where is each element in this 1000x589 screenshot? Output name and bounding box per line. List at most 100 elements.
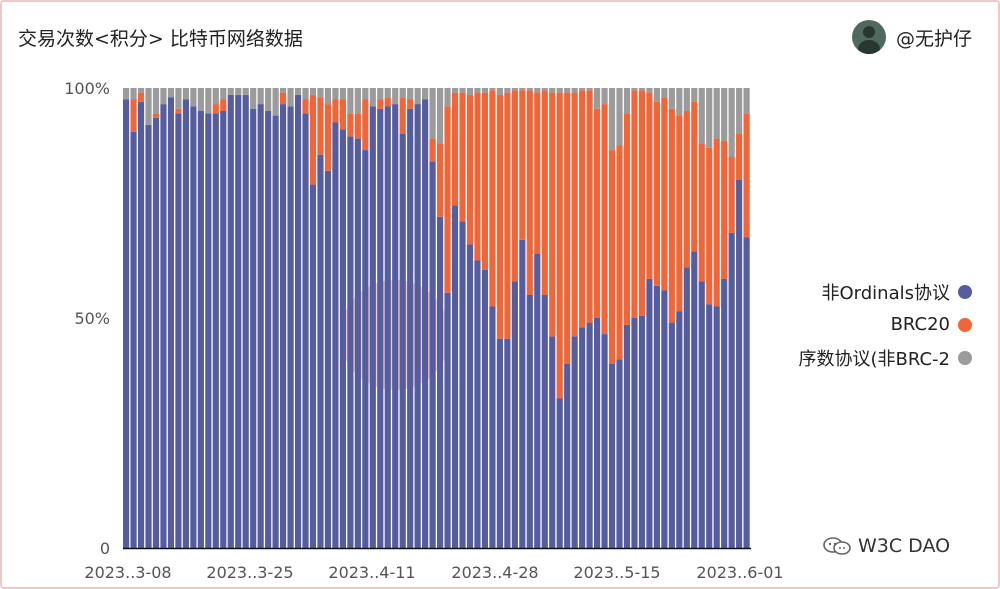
bar-segment-s2-62[interactable]	[586, 88, 593, 91]
bar-segment-s2-37[interactable]	[399, 88, 406, 98]
bar-segment-s1-75[interactable]	[683, 111, 690, 268]
bar-segment-s1-41[interactable]	[429, 138, 436, 162]
bar-segment-s0-28[interactable]	[332, 122, 339, 549]
bar-segment-s0-36[interactable]	[392, 104, 399, 548]
bar-segment-s1-28[interactable]	[332, 99, 339, 123]
bar-segment-s0-43[interactable]	[444, 292, 451, 548]
bar-segment-s0-9[interactable]	[190, 106, 197, 549]
bar-segment-s0-10[interactable]	[197, 111, 204, 548]
bar-segment-s0-17[interactable]	[250, 108, 257, 548]
bar-segment-s2-64[interactable]	[601, 88, 608, 105]
bar-segment-s2-2[interactable]	[137, 88, 145, 93]
bar-segment-s1-13[interactable]	[220, 99, 227, 112]
author-tag[interactable]: @无护仔	[851, 20, 972, 54]
bar-segment-s0-62[interactable]	[586, 322, 593, 548]
bar-segment-s2-16[interactable]	[242, 88, 249, 95]
bar-segment-s1-59[interactable]	[564, 92, 571, 364]
bar-segment-s2-8[interactable]	[182, 88, 189, 100]
bar-segment-s1-12[interactable]	[212, 104, 219, 114]
legend-item-brc20[interactable]: BRC20	[762, 308, 972, 341]
bar-segment-s2-7[interactable]	[175, 88, 182, 109]
bar-segment-s0-51[interactable]	[504, 338, 511, 548]
bar-segment-s0-14[interactable]	[227, 94, 234, 549]
bar-segment-s2-30[interactable]	[347, 88, 354, 114]
bar-segment-s0-49[interactable]	[489, 306, 496, 549]
bar-segment-s0-5[interactable]	[160, 104, 167, 548]
bar-segment-s0-40[interactable]	[422, 99, 429, 549]
bar-segment-s0-77[interactable]	[698, 281, 705, 548]
bar-segment-s2-14[interactable]	[227, 88, 234, 95]
bar-segment-s1-27[interactable]	[324, 104, 332, 171]
bar-segment-s0-60[interactable]	[571, 336, 578, 548]
bar-segment-s1-69[interactable]	[638, 90, 646, 316]
bar-segment-s0-67[interactable]	[623, 324, 631, 548]
bar-segment-s2-71[interactable]	[653, 88, 660, 102]
bar-segment-s0-30[interactable]	[347, 136, 354, 549]
bar-segment-s0-1[interactable]	[130, 131, 137, 548]
bar-segment-s1-71[interactable]	[653, 101, 660, 286]
bar-segment-s0-3[interactable]	[145, 124, 152, 549]
bar-segment-s2-23[interactable]	[294, 88, 302, 95]
bar-segment-s0-23[interactable]	[294, 94, 302, 549]
bar-segment-s2-56[interactable]	[541, 88, 548, 91]
bar-segment-s1-52[interactable]	[511, 90, 518, 282]
bar-segment-s2-18[interactable]	[257, 88, 264, 105]
bar-segment-s2-48[interactable]	[481, 88, 489, 93]
bar-segment-s1-67[interactable]	[623, 113, 631, 325]
bar-segment-s0-78[interactable]	[706, 304, 713, 548]
bar-segment-s1-37[interactable]	[399, 97, 406, 134]
bar-segment-s2-50[interactable]	[496, 88, 503, 95]
bar-segment-s0-16[interactable]	[242, 94, 249, 549]
bar-segment-s2-58[interactable]	[556, 88, 563, 93]
bar-segment-s2-32[interactable]	[362, 88, 369, 100]
bar-segment-s1-82[interactable]	[736, 134, 743, 180]
bar-segment-s0-24[interactable]	[302, 113, 309, 549]
bar-segment-s1-47[interactable]	[474, 92, 481, 261]
bar-segment-s0-18[interactable]	[257, 104, 264, 548]
bar-segment-s0-64[interactable]	[601, 334, 608, 548]
bar-segment-s2-26[interactable]	[317, 88, 324, 98]
bar-segment-s1-26[interactable]	[317, 97, 324, 155]
bar-segment-s2-3[interactable]	[145, 88, 152, 125]
bar-segment-s1-25[interactable]	[309, 94, 317, 185]
bar-segment-s0-71[interactable]	[653, 285, 660, 548]
bar-segment-s2-11[interactable]	[205, 88, 212, 114]
bar-segment-s2-17[interactable]	[250, 88, 257, 109]
bar-segment-s2-57[interactable]	[549, 88, 556, 93]
bar-segment-s2-27[interactable]	[324, 88, 332, 105]
bar-segment-s0-73[interactable]	[668, 322, 675, 548]
bar-segment-s2-53[interactable]	[519, 88, 526, 91]
bar-segment-s1-29[interactable]	[339, 99, 346, 130]
bar-segment-s1-45[interactable]	[459, 92, 466, 222]
bar-segment-s0-41[interactable]	[429, 161, 436, 548]
bar-segment-s1-77[interactable]	[698, 143, 705, 282]
bar-segment-s2-5[interactable]	[160, 88, 167, 105]
bar-segment-s2-80[interactable]	[721, 88, 728, 141]
bar-segment-s1-68[interactable]	[631, 90, 638, 318]
bar-segment-s0-76[interactable]	[691, 251, 698, 549]
bar-segment-s0-8[interactable]	[182, 99, 189, 549]
bar-segment-s2-78[interactable]	[706, 88, 713, 148]
bar-segment-s0-47[interactable]	[474, 260, 481, 549]
bar-segment-s0-25[interactable]	[309, 184, 317, 548]
bar-segment-s1-43[interactable]	[444, 106, 451, 293]
bar-segment-s0-66[interactable]	[616, 359, 623, 548]
bar-segment-s1-66[interactable]	[616, 145, 623, 360]
bar-segment-s2-61[interactable]	[579, 88, 586, 91]
bar-segment-s1-81[interactable]	[728, 157, 735, 233]
bar-segment-s1-50[interactable]	[496, 94, 503, 339]
bar-segment-s0-31[interactable]	[354, 138, 361, 548]
bar-segment-s2-13[interactable]	[220, 88, 227, 100]
bar-segment-s2-12[interactable]	[212, 88, 219, 105]
bar-segment-s1-53[interactable]	[519, 90, 526, 240]
bar-segment-s2-70[interactable]	[646, 88, 653, 93]
bar-segment-s2-66[interactable]	[616, 88, 623, 146]
bar-segment-s1-78[interactable]	[706, 147, 713, 305]
bar-segment-s0-68[interactable]	[631, 318, 638, 548]
bar-segment-s0-4[interactable]	[152, 117, 160, 549]
bar-segment-s0-12[interactable]	[212, 113, 219, 549]
bar-segment-s2-59[interactable]	[564, 88, 571, 93]
bar-segment-s1-46[interactable]	[466, 94, 474, 245]
bar-segment-s0-57[interactable]	[549, 336, 556, 548]
bar-segment-s2-60[interactable]	[571, 88, 578, 93]
